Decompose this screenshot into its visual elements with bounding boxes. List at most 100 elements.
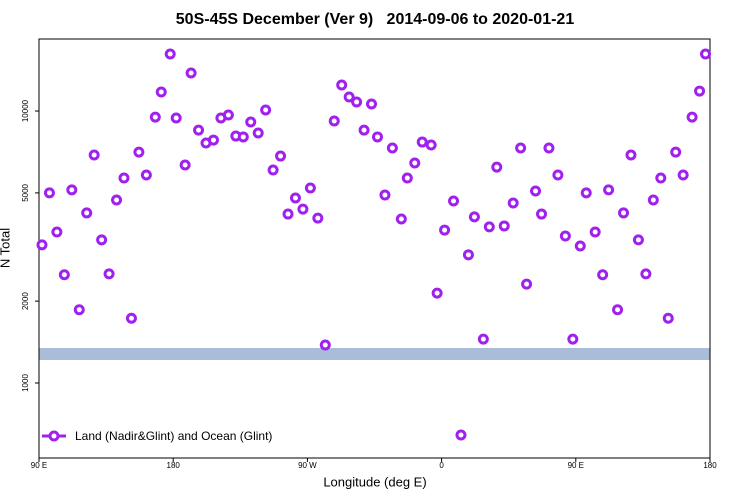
x-tick-label: 180 — [167, 461, 181, 470]
data-point — [297, 203, 309, 215]
data-point — [647, 194, 659, 206]
data-point — [371, 131, 383, 143]
data-point — [431, 287, 443, 299]
glint-band — [39, 348, 710, 360]
data-point — [73, 304, 85, 316]
data-point — [319, 339, 331, 351]
data-point — [237, 131, 249, 143]
data-point — [640, 268, 652, 280]
x-tick-label: 90 E — [31, 461, 47, 470]
data-point — [358, 124, 370, 136]
data-point — [51, 226, 63, 238]
data-point — [179, 159, 191, 171]
data-point — [477, 333, 489, 345]
data-point — [43, 187, 55, 199]
data-point — [312, 212, 324, 224]
data-point — [282, 208, 294, 220]
x-tick-label: 90 E — [568, 461, 584, 470]
data-point — [343, 91, 355, 103]
data-point — [686, 111, 698, 123]
data-point — [66, 184, 78, 196]
x-tick-label: 0 — [439, 461, 444, 470]
data-point — [580, 187, 592, 199]
data-point — [521, 278, 533, 290]
data-point — [425, 139, 437, 151]
legend-marker — [48, 430, 60, 442]
data-point — [574, 240, 586, 252]
data-point — [351, 96, 363, 108]
data-point — [185, 67, 197, 79]
data-point — [662, 312, 674, 324]
data-point — [170, 112, 182, 124]
data-point — [448, 195, 460, 207]
data-point — [193, 124, 205, 136]
chart-title: 50S-45S December (Ver 9) 2014-09-06 to 2… — [176, 11, 575, 28]
data-point — [149, 111, 161, 123]
data-point — [462, 249, 474, 261]
data-point — [530, 185, 542, 197]
x-tick-label: 90 W — [298, 461, 317, 470]
data-point — [401, 172, 413, 184]
data-point — [416, 136, 428, 148]
data-point — [559, 230, 571, 242]
data-point — [111, 194, 123, 206]
data-point — [632, 234, 644, 246]
data-point — [552, 169, 564, 181]
data-point — [455, 429, 467, 441]
data-point — [567, 333, 579, 345]
data-point — [36, 239, 48, 251]
data-point — [96, 234, 108, 246]
x-tick-label: 180 — [703, 461, 717, 470]
legend-label: Land (Nadir&Glint) and Ocean (Glint) — [75, 429, 272, 443]
data-point — [207, 134, 219, 146]
data-point — [304, 182, 316, 194]
data-point — [700, 48, 712, 60]
data-point — [655, 172, 667, 184]
data-point — [603, 184, 615, 196]
y-tick-label: 5000 — [21, 183, 30, 201]
data-point — [140, 169, 152, 181]
data-point — [88, 149, 100, 161]
data-point — [252, 127, 264, 139]
data-point — [409, 157, 421, 169]
data-point — [439, 224, 451, 236]
data-point — [81, 207, 93, 219]
y-tick-label: 1000 — [21, 374, 30, 392]
data-point — [133, 146, 145, 158]
data-point — [275, 150, 287, 162]
data-point — [498, 220, 510, 232]
y-tick-label: 2000 — [21, 292, 30, 310]
data-point — [670, 146, 682, 158]
data-point — [483, 221, 495, 233]
data-point — [289, 192, 301, 204]
data-point — [366, 98, 378, 110]
data-point — [491, 161, 503, 173]
data-point — [694, 85, 706, 97]
data-point — [155, 86, 167, 98]
data-point — [245, 116, 257, 128]
data-point — [468, 211, 480, 223]
data-point — [164, 48, 176, 60]
data-point — [625, 149, 637, 161]
data-point — [597, 269, 609, 281]
data-point — [612, 304, 624, 316]
data-point — [618, 207, 630, 219]
data-point — [507, 197, 519, 209]
data-point — [336, 79, 348, 91]
data-point — [260, 104, 272, 116]
data-point — [379, 189, 391, 201]
data-point — [328, 115, 340, 127]
data-point — [677, 169, 689, 181]
data-point — [395, 213, 407, 225]
data-point — [58, 269, 70, 281]
data-point — [536, 208, 548, 220]
data-point — [118, 172, 130, 184]
data-point — [222, 109, 234, 121]
data-point — [125, 312, 137, 324]
y-tick-label: 10000 — [21, 99, 30, 122]
data-point — [103, 268, 115, 280]
data-point — [267, 164, 279, 176]
x-axis-label: Longitude (deg E) — [323, 474, 426, 489]
data-point — [386, 142, 398, 154]
